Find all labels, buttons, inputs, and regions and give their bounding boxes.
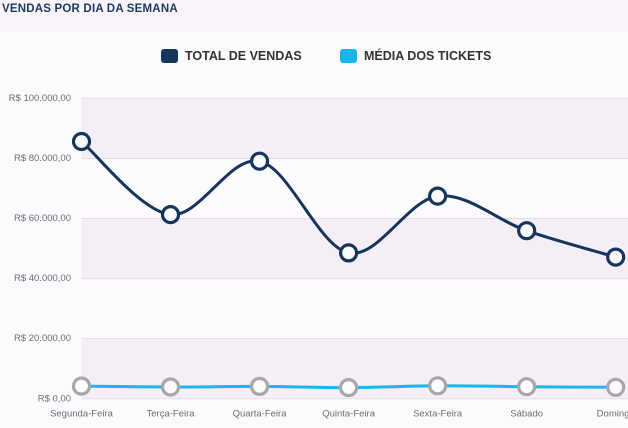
svg-text:R$ 20.000,00: R$ 20.000,00: [14, 333, 71, 344]
svg-text:Domingo: Domingo: [597, 409, 628, 420]
svg-text:R$ 100.000,00: R$ 100.000,00: [9, 93, 71, 104]
svg-text:Sábado: Sábado: [510, 409, 543, 420]
svg-text:R$ 60.000,00: R$ 60.000,00: [14, 213, 71, 224]
svg-text:Terça-Feira: Terça-Feira: [147, 409, 196, 420]
svg-text:R$ 80.000,00: R$ 80.000,00: [14, 153, 71, 164]
svg-text:Sexta-Feira: Sexta-Feira: [413, 409, 463, 420]
svg-text:Quarta-Feira: Quarta-Feira: [233, 409, 288, 420]
svg-text:Quinta-Feira: Quinta-Feira: [322, 409, 376, 420]
svg-text:R$ 40.000,00: R$ 40.000,00: [14, 273, 71, 284]
svg-text:R$ 0,00: R$ 0,00: [38, 394, 71, 405]
svg-text:Segunda-Feira: Segunda-Feira: [50, 409, 114, 420]
